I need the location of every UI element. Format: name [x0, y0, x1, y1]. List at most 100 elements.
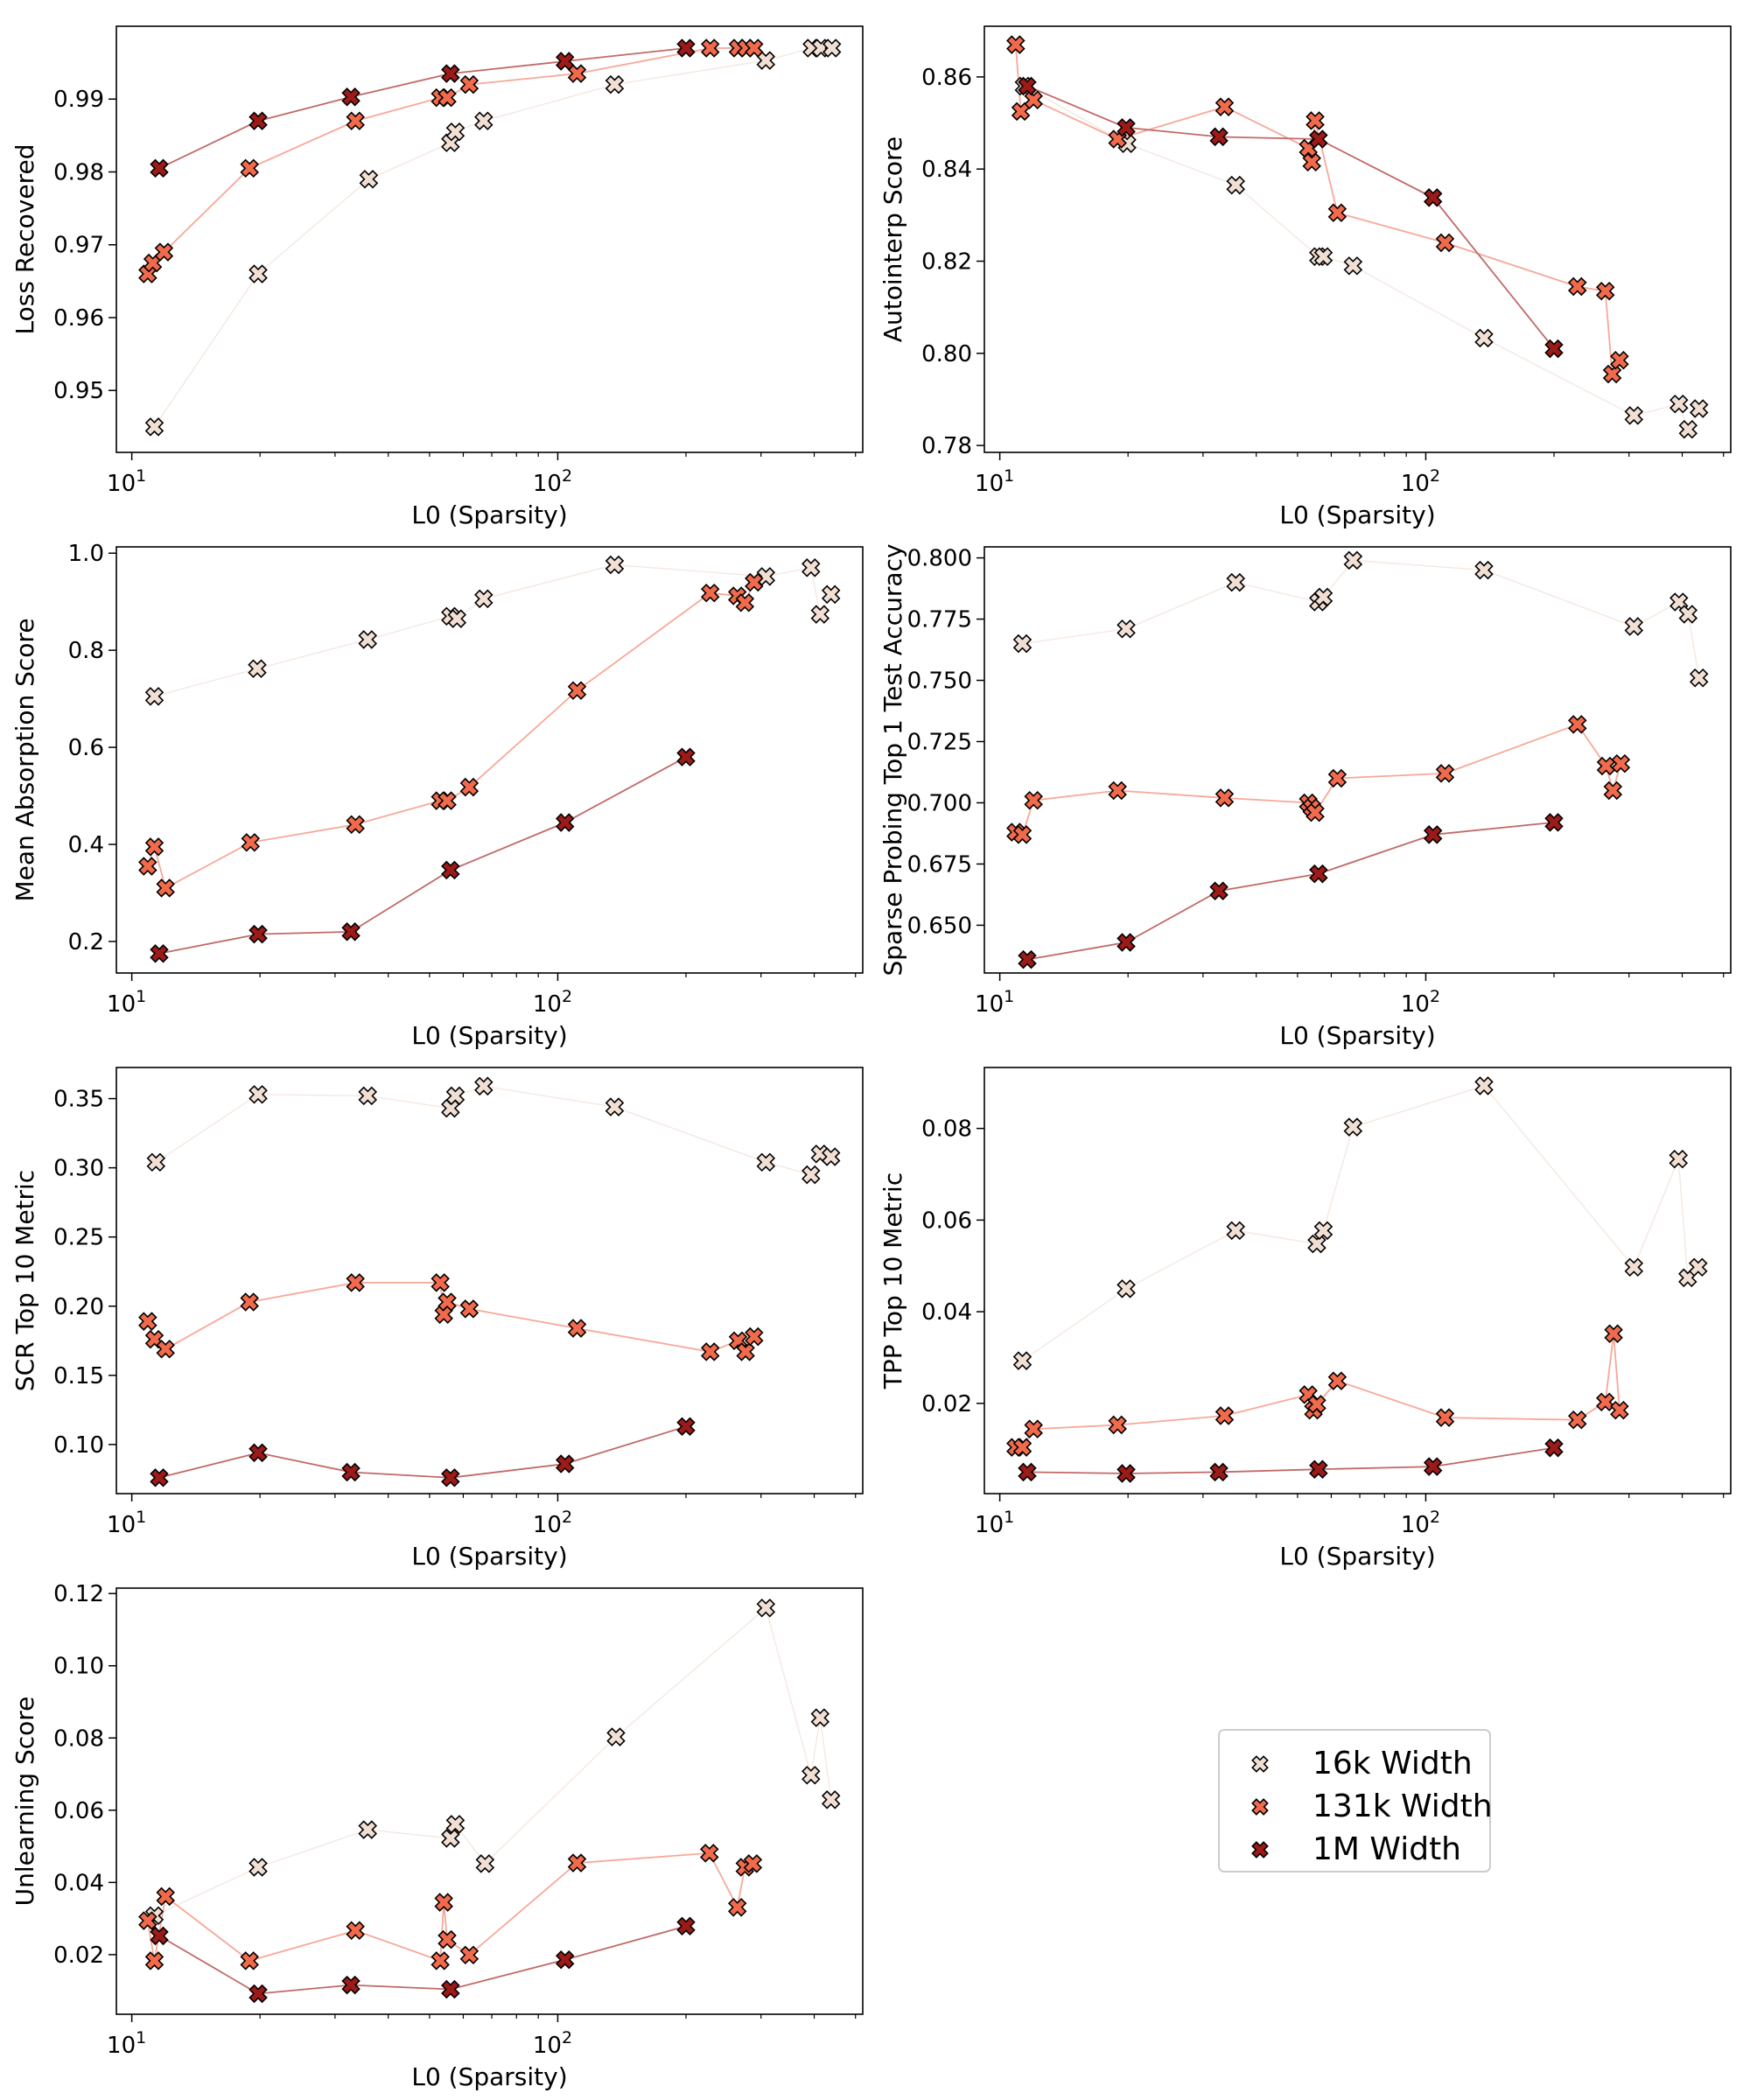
data-point-w131k	[1611, 753, 1631, 774]
legend-marker-w16k	[1251, 1755, 1269, 1773]
data-point-w131k	[156, 1886, 175, 1907]
x-tick-label: 101	[107, 2028, 146, 2059]
y-axis-label: Sparse Probing Top 1 Test Accuracy	[878, 543, 907, 976]
data-point-w131k	[700, 38, 720, 58]
data-point-w131k	[1011, 102, 1031, 122]
data-point-w131k	[1595, 281, 1615, 301]
data-point-w1m	[1309, 864, 1328, 884]
y-tick-label: 0.02	[53, 1942, 104, 1969]
plot-frame	[984, 25, 1732, 453]
data-point-w131k	[1024, 1419, 1043, 1438]
data-point-w131k	[156, 1340, 175, 1359]
y-tick-label: 0.04	[53, 1870, 104, 1896]
x-axis-label: L0 (Sparsity)	[411, 1021, 567, 1050]
data-point-w1m	[555, 1454, 575, 1474]
chart-panel-4: 101 102 0.650 0.675 0.700 0.725 0.750 0.775 0.80…	[878, 543, 1732, 1050]
data-point-w131k	[1012, 1438, 1032, 1457]
data-point-w1m	[150, 158, 169, 178]
data-point-w131k	[240, 158, 259, 178]
data-point-w1m	[341, 922, 360, 942]
chart-panel-3: 101 102 0.2 0.4 0.6 0.8 1.0 L0 (Sparsity) Mean A…	[10, 541, 864, 1050]
y-tick-label: 0.97	[53, 233, 104, 259]
data-point-w16k	[1226, 175, 1246, 195]
data-point-w1m	[676, 747, 696, 766]
y-tick-label: 0.675	[907, 851, 972, 878]
data-point-w131k	[1327, 1371, 1348, 1390]
y-tick-label: 0.10	[53, 1654, 104, 1680]
data-point-w131k	[241, 833, 261, 852]
data-point-w1m	[248, 1984, 268, 2004]
data-point-w131k	[1435, 233, 1455, 253]
data-point-w131k	[1012, 825, 1032, 844]
data-point-w131k	[1596, 756, 1616, 776]
data-point-w1m	[1018, 76, 1037, 96]
x-tick-label: 102	[1401, 987, 1440, 1018]
data-point-w131k	[736, 1342, 755, 1362]
data-point-w131k	[1306, 802, 1325, 822]
data-point-w1m	[1209, 1462, 1228, 1482]
y-tick-label: 0.98	[53, 159, 104, 186]
data-point-w16k	[810, 605, 830, 624]
y-tick-label: 0.06	[53, 1798, 104, 1824]
data-point-w16k	[1624, 617, 1644, 636]
data-point-w16k	[474, 589, 494, 609]
y-tick-label: 0.800	[907, 546, 972, 572]
data-point-w16k	[1307, 1234, 1326, 1254]
data-point-w16k	[1689, 668, 1709, 688]
data-point-w131k	[1435, 1408, 1455, 1427]
data-point-w16k	[1313, 247, 1334, 267]
x-axis-label: L0 (Sparsity)	[411, 2062, 567, 2091]
y-tick-label: 0.06	[921, 1208, 972, 1234]
y-tick-label: 0.8	[68, 638, 104, 664]
y-tick-label: 0.82	[921, 249, 972, 276]
data-point-w16k	[1343, 550, 1363, 570]
y-tick-label: 0.78	[921, 433, 972, 459]
data-point-w131k	[699, 1844, 719, 1863]
x-tick-label: 102	[533, 987, 572, 1018]
data-point-w16k	[447, 609, 467, 628]
data-point-w16k	[1313, 587, 1334, 607]
data-point-w1m	[341, 87, 360, 107]
data-point-w16k	[146, 1152, 166, 1172]
y-tick-label: 0.02	[921, 1391, 972, 1418]
data-point-w16k	[144, 417, 164, 437]
x-tick-label: 102	[533, 1508, 572, 1538]
data-point-w16k	[475, 1854, 495, 1873]
data-point-w16k	[1116, 1279, 1136, 1298]
y-axis-label: Autointerp Score	[878, 136, 907, 342]
data-point-w1m	[555, 1950, 575, 1970]
data-point-w16k	[802, 1766, 821, 1785]
data-point-w1m	[1018, 1462, 1037, 1482]
data-point-w16k	[1669, 1149, 1689, 1169]
chart-panel-6: 101 102 0.02 0.04 0.06 0.08 L0 (Sparsity) TPP T…	[878, 1067, 1732, 1571]
data-point-w16k	[358, 630, 378, 649]
data-point-w1m	[555, 52, 575, 71]
data-point-w1m	[441, 1468, 460, 1488]
data-point-w1m	[1423, 188, 1443, 207]
series-line-w1m	[158, 47, 687, 170]
data-point-w131k	[567, 681, 587, 700]
series-line-w1m	[1026, 1446, 1555, 1474]
data-point-w1m	[150, 944, 169, 963]
data-point-w16k	[1474, 328, 1494, 348]
data-point-w131k	[1302, 152, 1321, 172]
series-line-w131k	[146, 1852, 753, 1963]
data-point-w16k	[821, 1147, 841, 1166]
y-tick-label: 0.700	[907, 790, 972, 816]
data-point-w131k	[240, 1951, 259, 1970]
data-point-w131k	[1024, 790, 1043, 810]
data-point-w1m	[1116, 933, 1136, 952]
legend-marker-w131k	[1251, 1798, 1269, 1816]
x-tick-label: 102	[1401, 1508, 1440, 1538]
y-axis-label: TPP Top 10 Metric	[878, 1172, 907, 1390]
y-tick-label: 0.650	[907, 913, 972, 939]
data-point-w131k	[735, 593, 755, 612]
data-point-w1m	[1423, 825, 1443, 844]
data-point-w1m	[1209, 127, 1228, 147]
y-tick-label: 0.95	[53, 378, 104, 404]
legend-marker-1m-icon	[1251, 1841, 1269, 1858]
data-point-w1m	[1544, 339, 1564, 359]
data-point-w1m	[441, 860, 460, 880]
y-tick-label: 0.30	[53, 1156, 104, 1182]
